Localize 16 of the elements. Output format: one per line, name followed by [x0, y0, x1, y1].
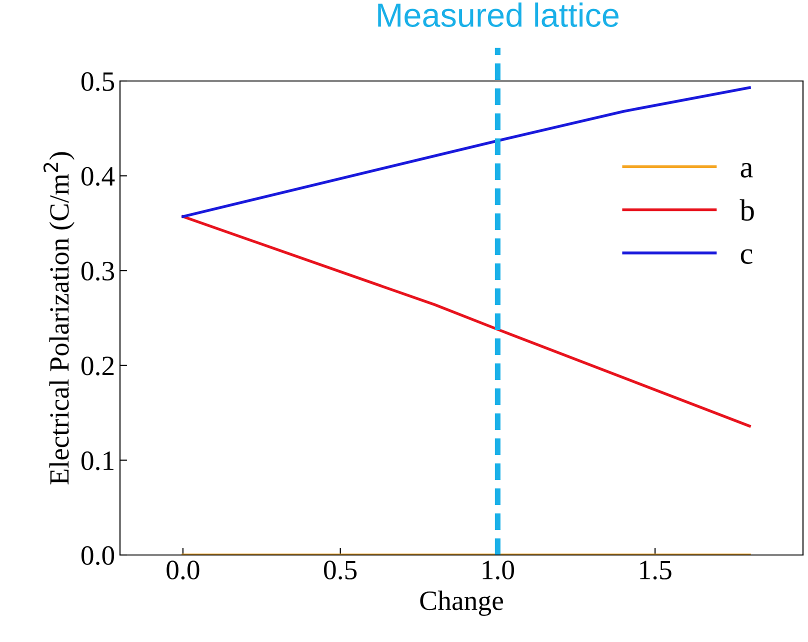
y-axis-title: Electrical Polarization (C/m$^{2}$)	[43, 152, 74, 484]
legend-label: b	[740, 199, 754, 221]
x-tick-label: 0.5	[324, 560, 357, 580]
y-tick-label: 0.3	[81, 262, 114, 281]
ref-line-label: Measured lattice	[378, 2, 619, 28]
x-axis-title: Change	[420, 590, 503, 616]
legend-label: c	[740, 249, 752, 264]
x-tick-label: 1.5	[640, 560, 672, 580]
y-tick-label: 0.0	[81, 546, 114, 566]
y-tick-label: 0.5	[81, 72, 114, 92]
y-tick-label: 0.2	[81, 356, 114, 376]
legend-label: a	[740, 162, 753, 178]
x-tick-label: 0.0	[166, 560, 200, 580]
y-tick-label: 0.4	[81, 166, 115, 186]
y-tick-label: 0.1	[81, 451, 114, 470]
x-tick-label: 1.0	[482, 560, 514, 580]
